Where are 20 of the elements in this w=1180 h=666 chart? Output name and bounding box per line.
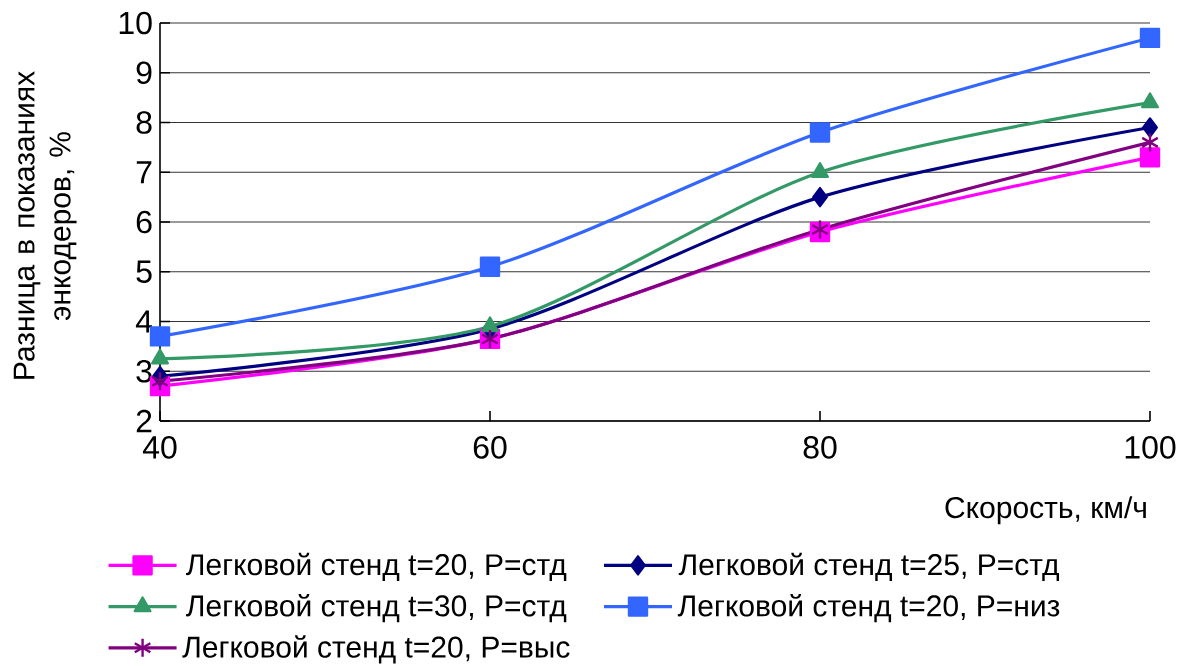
y-tick-label: 4 <box>135 310 153 333</box>
y-axis-title: Разница в показаниях энкодеров, % <box>13 71 77 379</box>
x-tick-label: 80 <box>803 436 837 459</box>
legend-label: Легковой стенд t=30, P=стд <box>186 593 567 623</box>
legend-label: Легковой стенд t=25, P=стд <box>678 552 1059 581</box>
legend-label: Легковой стенд t=20, P=выс <box>182 635 570 664</box>
x-tick-label: 40 <box>142 436 177 459</box>
y-tick-label: 2 <box>136 409 152 433</box>
legend-label: Легковой стенд t=20, P=низ <box>677 593 1060 623</box>
y-tick-label: 6 <box>136 210 152 234</box>
y-tick-label: 5 <box>136 260 152 283</box>
y-tick-label: 7 <box>136 161 152 184</box>
x-tick-label: 60 <box>473 436 507 459</box>
y-tick-label: 3 <box>136 359 152 383</box>
y-tick-label: 8 <box>136 111 152 134</box>
x-tick-label: 100 <box>1125 436 1176 459</box>
x-axis-title: Скорость, км/ч <box>945 496 1146 525</box>
y-tick-label: 10 <box>119 11 152 35</box>
legend-label: Легковой стенд t=20, P=стд <box>186 552 567 581</box>
y-tick-label: 9 <box>136 61 152 85</box>
